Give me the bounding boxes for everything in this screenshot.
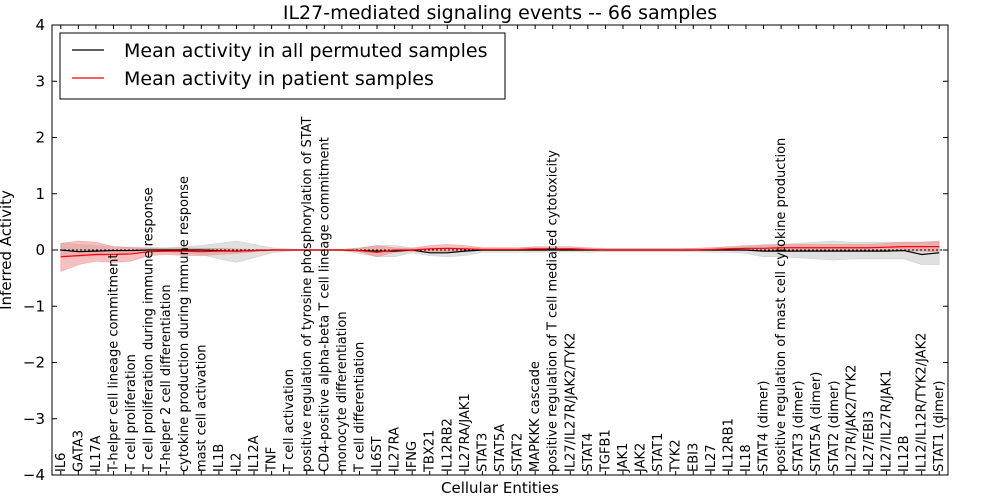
x-tick-label: IL27/EBI3 [862, 411, 877, 472]
y-tick-label: 4 [35, 16, 45, 34]
x-tick-label: IL12/IL12R/TYK2/JAK2 [915, 333, 930, 472]
x-tick-label: T cell differentiation [352, 342, 367, 473]
x-tick-label: IL2 [229, 453, 244, 472]
x-tick-label: STAT5A [493, 424, 508, 472]
x-tick-label: MAPKKK cascade [528, 361, 543, 472]
y-tick-label: −4 [23, 466, 45, 484]
x-tick-label: T cell activation [282, 369, 297, 473]
x-tick-label: JAK1 [616, 443, 631, 473]
x-tick-label: EBI3 [686, 443, 701, 472]
legend-label-permuted: Mean activity in all permuted samples [124, 40, 487, 62]
x-tick-label: T-helper cell lineage commitment [106, 254, 121, 473]
x-tick-label: IL27/IL27R/JAK1 [880, 370, 895, 472]
x-tick-label: positive regulation of tyrosine phosphor… [300, 116, 315, 472]
x-tick-label: STAT4 [581, 433, 596, 472]
x-tick-label: STAT1 [651, 433, 666, 472]
y-tick-label: −3 [23, 410, 45, 428]
x-tick-label: TYK2 [669, 439, 684, 473]
x-tick-label: STAT2 [511, 433, 526, 472]
y-tick-label: 2 [35, 129, 45, 147]
x-tick-label: IL18 [739, 444, 754, 472]
x-tick-label: cytokine production during immune respon… [177, 176, 192, 472]
y-tick-label: 1 [35, 185, 45, 203]
chart-title: IL27-mediated signaling events -- 66 sam… [283, 2, 717, 24]
x-tick-label: IL1B [212, 444, 227, 472]
x-tick-label: mast cell activation [194, 344, 209, 472]
x-tick-label: STAT4 (dimer) [757, 381, 772, 472]
x-tick-label: IL12RB2 [440, 418, 455, 472]
x-tick-label: positive regulation of T cell mediated c… [546, 150, 561, 472]
x-tick-label: STAT1 (dimer) [932, 381, 947, 472]
y-tick-label: 0 [35, 241, 45, 259]
x-tick-label: T-helper 2 cell differentiation [159, 284, 174, 473]
x-tick-label: monocyte differentiation [335, 311, 350, 472]
x-axis-label: Cellular Entities [441, 479, 559, 497]
x-tick-label: IL27 [704, 444, 719, 472]
series-lines [60, 246, 940, 258]
series-line-1 [60, 246, 940, 258]
y-axis-label: Inferred Activity [0, 190, 15, 310]
x-tick-label: IFNG [405, 441, 420, 472]
x-tick-label: TNF [265, 447, 280, 473]
x-tick-label: IL27RA [388, 427, 403, 472]
x-tick-label: IL27RA/JAK1 [458, 393, 473, 472]
x-tick-label: STAT5A (dimer) [809, 372, 824, 472]
x-tick-label: positive regulation of mast cell cytokin… [774, 138, 789, 472]
x-tick-label: T cell proliferation [124, 354, 139, 473]
x-tick-label: STAT3 (dimer) [792, 381, 807, 472]
x-tick-label: T cell proliferation during immune respo… [142, 187, 157, 473]
x-tick-label: IL17A [89, 435, 104, 472]
x-axis-ticks: IL6 GATA3 IL17A T-helper cell lineage commi… [54, 25, 947, 475]
x-tick-label: STAT2 (dimer) [827, 381, 842, 472]
y-axis-ticks: −4 −3 −2 −1 0 1 2 3 4 [23, 16, 948, 484]
x-tick-label: TGFB1 [598, 429, 613, 473]
legend-label-patient: Mean activity in patient samples [124, 68, 434, 90]
x-tick-label: IL6ST [370, 436, 385, 472]
x-tick-label: JAK2 [634, 443, 649, 473]
x-tick-label: IL12A [247, 435, 262, 472]
x-tick-label: IL6 [54, 453, 69, 472]
legend: Mean activity in all permuted samples Me… [59, 32, 506, 100]
x-tick-label: STAT3 [475, 433, 490, 472]
x-tick-label: IL27/IL27R/JAK2/TYK2 [563, 333, 578, 472]
x-tick-label: IL12B [897, 435, 912, 472]
x-tick-label: IL27R/JAK2/TYK2 [844, 365, 859, 472]
x-tick-label: GATA3 [71, 430, 86, 472]
x-tick-label: CD4-positive alpha-beta T cell lineage c… [317, 137, 332, 472]
y-tick-label: −1 [23, 297, 45, 315]
y-tick-label: 3 [35, 72, 45, 90]
y-tick-label: −2 [23, 354, 45, 372]
x-tick-label: TBX21 [423, 430, 438, 473]
x-tick-label: IL12RB1 [721, 418, 736, 472]
legend-box [59, 32, 506, 100]
